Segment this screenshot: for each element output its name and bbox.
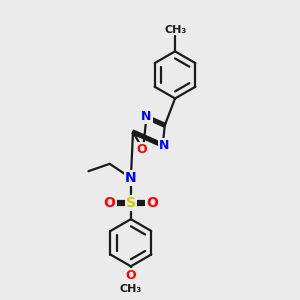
- Text: CH₃: CH₃: [120, 284, 142, 294]
- Text: N: N: [125, 171, 137, 185]
- Text: O: O: [146, 196, 158, 210]
- Text: N: N: [159, 139, 169, 152]
- Text: O: O: [104, 196, 116, 210]
- Text: CH₃: CH₃: [164, 25, 187, 34]
- Text: N: N: [141, 110, 152, 123]
- Text: O: O: [125, 269, 136, 282]
- Text: O: O: [136, 143, 147, 156]
- Text: S: S: [126, 196, 136, 210]
